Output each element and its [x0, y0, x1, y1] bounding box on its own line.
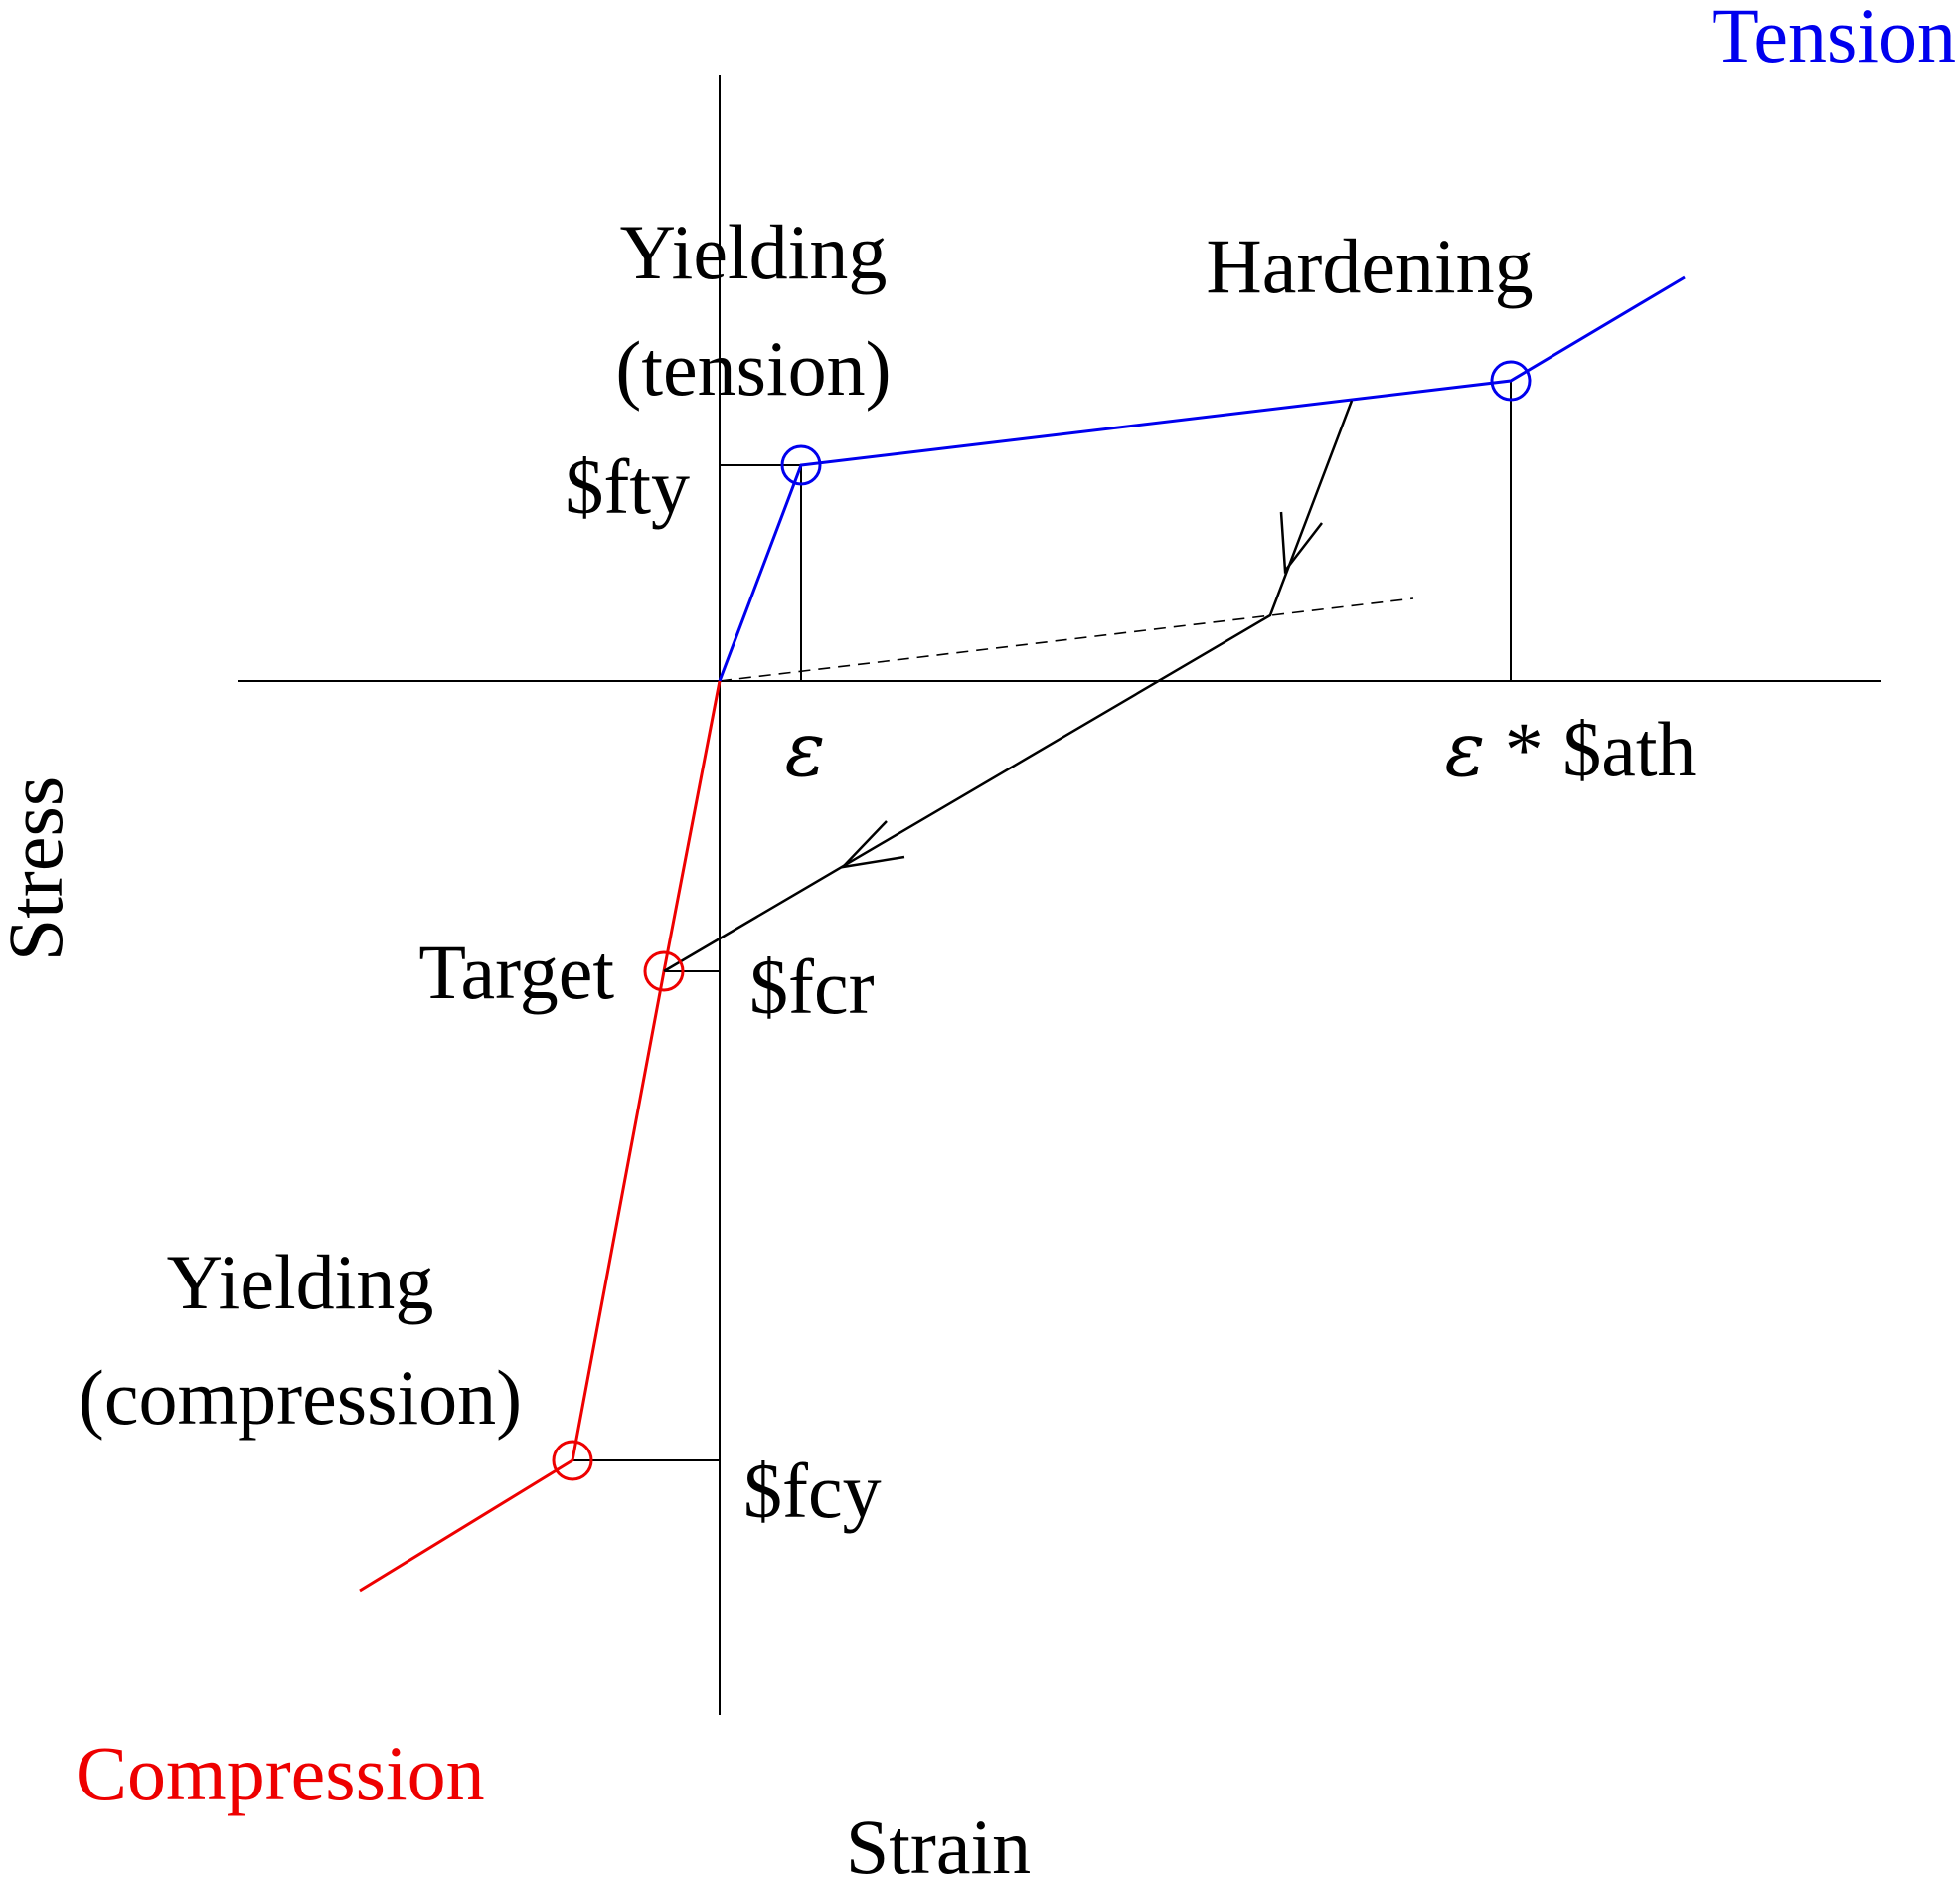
compression-backbone-curve [359, 680, 722, 1593]
target-point [643, 950, 685, 992]
strain-axis-label: Strain [846, 1803, 1031, 1877]
compression-label: Compression [76, 1730, 485, 1816]
dashed-hardening-line [719, 597, 1414, 682]
stress-axis-label: Stress [0, 776, 79, 961]
yielding-tension-label-line2: (tension) [615, 325, 891, 412]
fcy-label: $fcy [743, 1448, 882, 1534]
epsilon-ath-rest: * $ath [1485, 706, 1696, 792]
fcr-label: $fcr [749, 943, 875, 1030]
yield-compression-point [552, 1440, 593, 1481]
epsilon-label: ε [785, 705, 826, 793]
tension-label: Tension [1712, 0, 1956, 79]
yielding-tension-label-line1: Yielding [620, 209, 888, 295]
yielding-compression-label-line2: (compression) [79, 1354, 522, 1441]
unloading-arrow-upper [1279, 511, 1323, 575]
tension-backbone-curve [718, 275, 1686, 682]
hardening-label: Hardening [1206, 223, 1533, 309]
yield-tension-point [780, 444, 822, 486]
epsilon-ath-epsilon: ε [1444, 705, 1485, 793]
fty-label: $fty [565, 443, 690, 530]
yielding-compression-label-line1: Yielding [167, 1239, 434, 1325]
unloading-path [663, 400, 1354, 973]
epsilon-ath-label: ε * $ath [1444, 705, 1696, 793]
target-label: Target [418, 929, 614, 1015]
hardening-point [1490, 360, 1532, 402]
unloading-arrow-lower [839, 820, 905, 869]
